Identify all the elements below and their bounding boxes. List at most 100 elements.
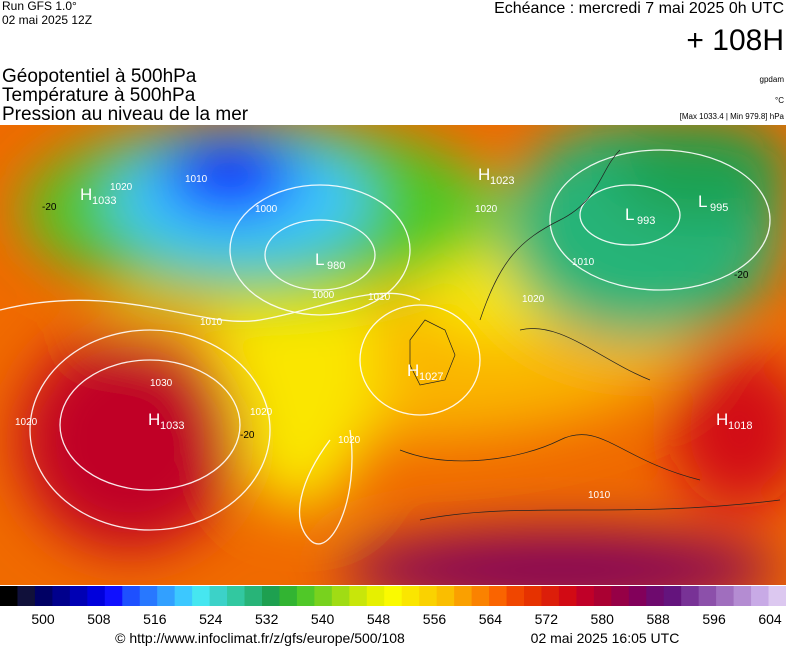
colorbar-swatch: [174, 586, 193, 606]
colorbar-label: 516: [143, 611, 167, 627]
colorbar-label: 500: [31, 611, 55, 627]
colorbar-swatch: [489, 586, 508, 606]
temperature-label: -20: [734, 270, 749, 281]
isobar-label: 1010: [572, 257, 595, 268]
colorbar-swatch: [314, 586, 333, 606]
unit: [Max 1033.4 | Min 979.8] hPa: [680, 112, 785, 121]
colorbar-swatch: [401, 586, 420, 606]
footer-stamp: 02 mai 2025 16:05 UTC: [531, 630, 680, 646]
title: Température à 500hPa: [2, 85, 196, 106]
map: [0, 125, 786, 585]
colorbar-label: 556: [423, 611, 447, 627]
isobar-label: 1030: [150, 378, 173, 389]
colorbar-swatch: [576, 586, 595, 606]
isobar-label: 1010: [200, 317, 223, 328]
colorbar-swatch: [384, 586, 403, 606]
lead-time: + 108H: [686, 24, 784, 57]
temperature-label: -20: [240, 430, 255, 441]
colorbar-label: 580: [591, 611, 615, 627]
colorbar-label: 532: [255, 611, 279, 627]
center-value: 1033: [160, 420, 184, 432]
isobar-label: 1000: [255, 204, 278, 215]
title: Pression au niveau de la mer: [2, 104, 249, 125]
colorbar-swatch: [716, 586, 735, 606]
colorbar-swatch: [349, 586, 368, 606]
colorbar-swatch: [227, 586, 246, 606]
center-letter: L: [315, 250, 324, 269]
colorbar-swatch: [646, 586, 665, 606]
isobar-label: 1000: [312, 290, 335, 301]
echeance: Echéance : mercredi 7 mai 2025 0h UTC: [494, 0, 784, 17]
colorbar-swatch: [279, 586, 298, 606]
temperature-label: -20: [42, 202, 57, 213]
colorbar-swatch: [139, 586, 158, 606]
colorbar-swatch: [751, 586, 770, 606]
isobar-label: 1020: [110, 182, 133, 193]
colorbar-swatch: [87, 586, 106, 606]
center-letter: L: [625, 205, 634, 224]
isobar-label: 1020: [475, 204, 498, 215]
colorbar-swatch: [768, 586, 786, 606]
colorbar-swatch: [192, 586, 211, 606]
colorbar-label: 588: [646, 611, 670, 627]
isobar-label: 1020: [15, 417, 38, 428]
unit: °C: [775, 96, 784, 105]
colorbar-swatch: [17, 586, 36, 606]
colorbar-swatch: [296, 586, 315, 606]
run: Run GFS 1.0°: [2, 0, 77, 13]
colorbar-label: 572: [535, 611, 559, 627]
colorbar-swatch: [698, 586, 717, 606]
colorbar-swatch: [122, 586, 141, 606]
isobar-label: 1020: [338, 435, 361, 446]
center-letter: H: [716, 410, 728, 429]
colorbar-swatch: [681, 586, 700, 606]
center-value: 995: [710, 202, 728, 214]
center-letter: H: [80, 185, 92, 204]
footer-url: © http://www.infoclimat.fr/z/gfs/europe/…: [115, 630, 405, 646]
colorbar-swatch: [436, 586, 455, 606]
colorbar-swatch: [611, 586, 630, 606]
center-value: 1027: [419, 371, 443, 383]
isobar-label: 1010: [368, 292, 391, 303]
colorbar-swatch: [331, 586, 350, 606]
center-value: 1018: [728, 420, 752, 432]
colorbar-swatch: [506, 586, 525, 606]
center-value: 1033: [92, 195, 116, 207]
center-value: 980: [327, 260, 345, 272]
colorbar-swatch: [366, 586, 385, 606]
unit: gpdam: [760, 75, 785, 84]
isobar-label: 1010: [588, 490, 611, 501]
colorbar-swatch: [244, 586, 263, 606]
isobar-label: 1020: [522, 294, 545, 305]
title: Géopotentiel à 500hPa: [2, 66, 197, 87]
colorbar-swatch: [104, 586, 123, 606]
colorbar-swatch: [0, 586, 18, 606]
colorbar-swatch: [558, 586, 577, 606]
center-letter: H: [407, 361, 419, 380]
colorbar-swatch: [209, 586, 228, 606]
center-value: 1023: [490, 175, 514, 187]
isobar-label: 1020: [250, 407, 273, 418]
center-letter: H: [478, 165, 490, 184]
colorbar-swatch: [524, 586, 542, 606]
colorbar-swatch: [471, 586, 490, 606]
center-letter: H: [148, 410, 160, 429]
colorbar-label: 596: [702, 611, 726, 627]
colorbar-swatch: [262, 586, 280, 606]
colorbar-swatch: [593, 586, 612, 606]
center-letter: L: [698, 192, 707, 211]
colorbar-swatch: [52, 586, 71, 606]
colorbar-label: 524: [199, 611, 223, 627]
colorbar-label: 548: [367, 611, 391, 627]
colorbar-swatch: [628, 586, 647, 606]
colorbar-swatch: [419, 586, 438, 606]
colorbar-swatch: [663, 586, 682, 606]
run-date: 02 mai 2025 12Z: [2, 13, 92, 27]
colorbar-swatch: [157, 586, 176, 606]
colorbar-swatch: [541, 586, 560, 606]
colorbar-swatch: [34, 586, 53, 606]
colorbar-swatch: [69, 586, 88, 606]
colorbar-label: 564: [479, 611, 503, 627]
colorbar-swatch: [733, 586, 752, 606]
